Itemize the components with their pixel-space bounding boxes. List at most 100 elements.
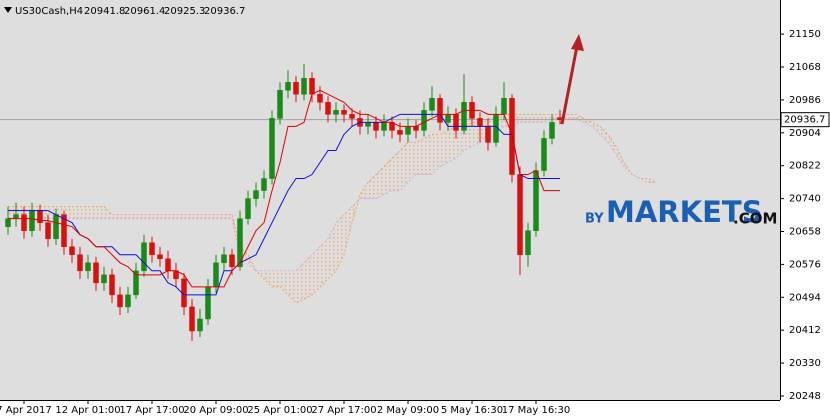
candle-body xyxy=(229,254,235,268)
x-tick-label: 2 May 09:00 xyxy=(377,405,439,416)
candle-body xyxy=(77,254,83,272)
logo-prefix: BY xyxy=(585,212,604,227)
header-low: 20925.3 xyxy=(164,6,205,17)
candle-body xyxy=(445,114,451,123)
x-tick-label: 12 Apr 01:00 xyxy=(55,405,120,416)
y-tick-label: 21068 xyxy=(789,62,821,73)
symbol-title: US30Cash,H4 xyxy=(15,6,83,17)
y-tick-label: 20822 xyxy=(789,161,821,172)
logo-main: MARKETS xyxy=(606,195,763,229)
candle-body xyxy=(381,122,387,131)
x-tick-label: 5 May 16:30 xyxy=(441,405,503,416)
header-close: 20936.7 xyxy=(204,6,245,17)
candle-body xyxy=(109,274,115,296)
candle-body xyxy=(541,138,547,171)
cloud-fill xyxy=(8,114,656,303)
last-price-box xyxy=(780,112,830,128)
y-tick-label: 20576 xyxy=(789,259,821,270)
candle-body xyxy=(157,254,163,260)
y-tick-label: 20658 xyxy=(789,226,821,237)
candle-body xyxy=(437,98,443,123)
menu-triangle xyxy=(4,7,12,13)
candle-body xyxy=(221,254,227,264)
header-high: 20961.4 xyxy=(124,6,165,17)
candle-body xyxy=(285,81,291,91)
candle-body xyxy=(325,102,331,115)
candle-body xyxy=(189,306,195,332)
x-tick-label: 25 Apr 01:00 xyxy=(247,405,312,416)
forecast-arrow xyxy=(560,34,584,125)
candle-body xyxy=(85,262,91,272)
candle-body xyxy=(309,77,315,95)
candle-body xyxy=(397,130,403,135)
candle-body xyxy=(517,174,523,256)
candle-body xyxy=(501,98,507,115)
candle-body xyxy=(5,218,11,227)
candle-body xyxy=(333,110,339,115)
tenkan-sen xyxy=(8,89,560,288)
candle-body xyxy=(213,262,219,288)
last-price-label: 20936.7 xyxy=(784,115,825,126)
x-tick-label: 20 Apr 09:00 xyxy=(183,405,248,416)
candle-body xyxy=(405,126,411,135)
candle-body xyxy=(373,122,379,131)
y-tick-label: 20412 xyxy=(789,325,821,336)
x-tick-label: 27 Apr 17:00 xyxy=(311,405,376,416)
candle-body xyxy=(429,98,435,111)
candle-body xyxy=(101,274,107,284)
candle-body xyxy=(69,246,75,256)
senkou-span-b xyxy=(8,117,656,272)
candle-body xyxy=(421,110,427,131)
candle-body xyxy=(341,110,347,115)
candle-body xyxy=(301,77,307,95)
plot xyxy=(0,64,780,342)
logo-suffix: .COM xyxy=(733,210,777,228)
candle-body xyxy=(525,230,531,256)
candle-body xyxy=(413,126,419,131)
candle-body xyxy=(197,318,203,332)
y-tick-label: 20494 xyxy=(789,292,821,303)
y-tick-label: 20904 xyxy=(789,128,821,139)
candle-body xyxy=(461,102,467,131)
candle-body xyxy=(277,90,283,119)
x-tick-label: 7 Apr 2017 xyxy=(0,405,52,416)
candle-body xyxy=(533,170,539,231)
arrow-head xyxy=(571,34,584,51)
candle-body xyxy=(269,118,275,179)
x-tick-label: 17 Apr 17:00 xyxy=(119,405,184,416)
candle-body xyxy=(485,126,491,143)
candle-body xyxy=(365,122,371,127)
y-tick-label: 20248 xyxy=(789,391,821,402)
arrow-shaft xyxy=(560,45,579,125)
senkou-span-a xyxy=(8,113,657,304)
plot-area xyxy=(0,0,780,400)
y-tick-label: 20986 xyxy=(789,95,821,106)
candle-body xyxy=(29,210,35,231)
candle-body xyxy=(205,286,211,320)
candle-body xyxy=(53,214,59,239)
candle-body xyxy=(165,258,171,272)
candle-body xyxy=(245,198,251,219)
logo: BY MARKETS .COM xyxy=(585,195,777,229)
y-tick-label: 20330 xyxy=(789,358,821,369)
candle-body xyxy=(477,118,483,127)
header-open: 20941.8 xyxy=(84,6,125,17)
candle-body xyxy=(61,214,67,247)
candle-body xyxy=(261,178,267,191)
candle-body xyxy=(45,222,51,239)
candle-body xyxy=(21,214,27,231)
candle-body xyxy=(133,270,139,296)
candle-body xyxy=(549,122,555,139)
candle-body xyxy=(93,262,99,284)
candle-body xyxy=(253,190,259,199)
candle-body xyxy=(293,81,299,95)
y-tick-label: 21150 xyxy=(789,29,821,40)
candle-body xyxy=(117,294,123,308)
x-tick-label: 17 May 16:30 xyxy=(502,405,571,416)
candle-body xyxy=(317,94,323,103)
y-tick-label: 20740 xyxy=(789,194,821,205)
candle-body xyxy=(13,214,19,219)
candle-body xyxy=(149,242,155,256)
